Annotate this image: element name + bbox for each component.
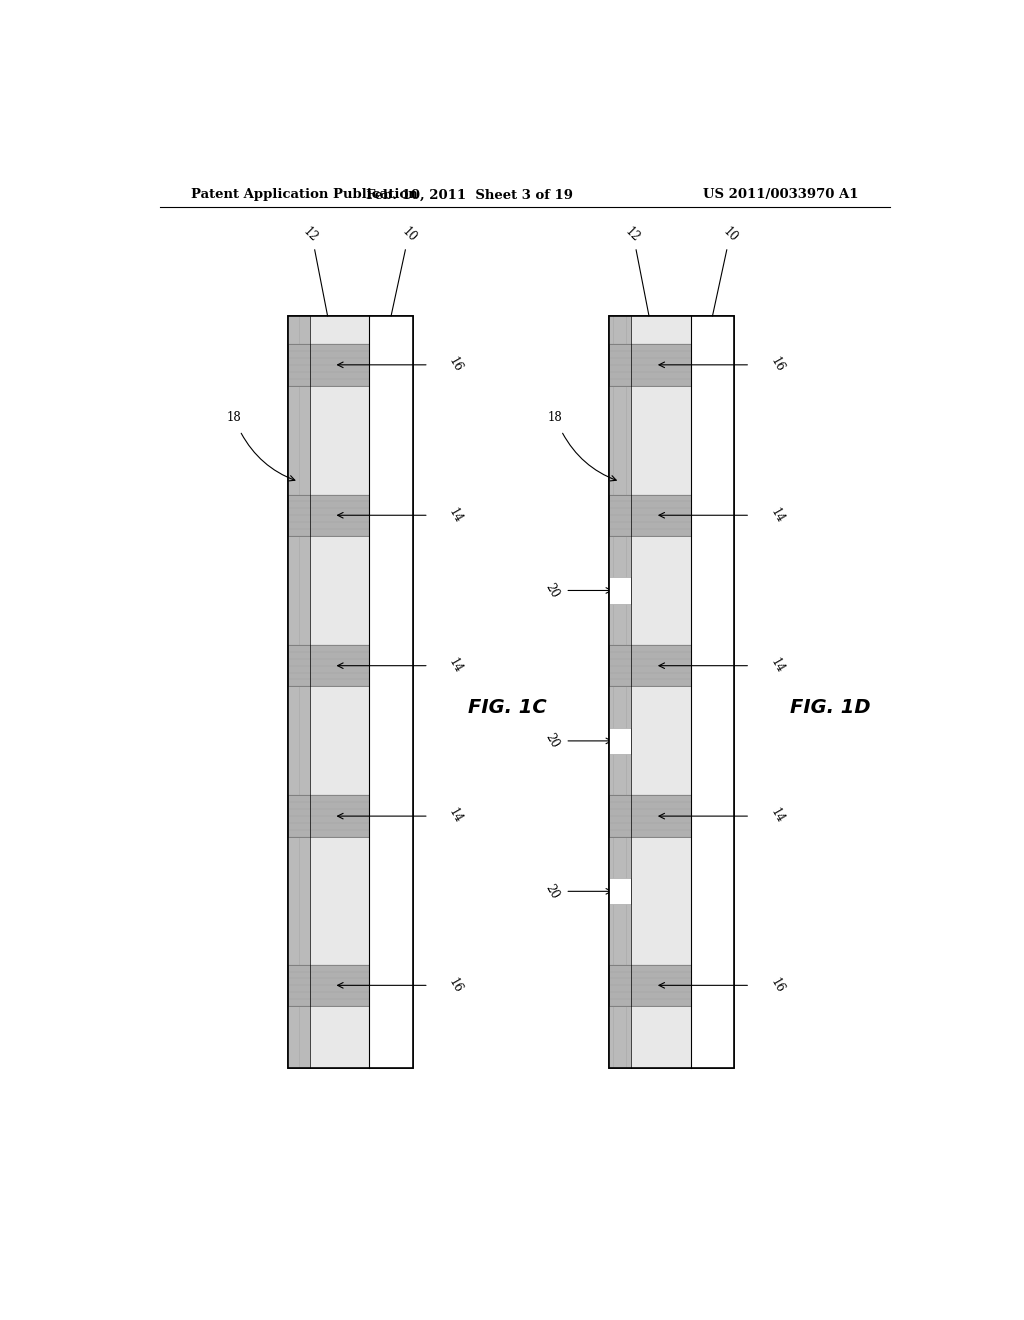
Bar <box>609 495 690 536</box>
Bar <box>631 315 690 1068</box>
Bar <box>288 796 370 837</box>
Text: 20: 20 <box>543 882 561 902</box>
Bar <box>609 315 631 1068</box>
Text: 18: 18 <box>226 411 241 424</box>
Text: 20: 20 <box>543 581 561 601</box>
Bar <box>288 965 370 1006</box>
Text: Patent Application Publication: Patent Application Publication <box>191 189 418 202</box>
Bar <box>288 645 370 686</box>
Bar <box>370 315 413 1068</box>
Text: 20: 20 <box>543 731 561 751</box>
Bar <box>609 727 631 754</box>
Text: 18: 18 <box>548 411 562 424</box>
Text: 16: 16 <box>446 975 465 995</box>
Bar <box>309 315 370 1068</box>
Text: 14: 14 <box>446 656 465 676</box>
Text: 14: 14 <box>768 506 786 525</box>
Bar <box>609 645 690 686</box>
Bar <box>609 345 690 385</box>
Bar <box>609 796 690 837</box>
Bar <box>288 345 370 385</box>
Text: Feb. 10, 2011  Sheet 3 of 19: Feb. 10, 2011 Sheet 3 of 19 <box>366 189 572 202</box>
Text: 12: 12 <box>301 226 321 244</box>
Text: US 2011/0033970 A1: US 2011/0033970 A1 <box>702 189 858 202</box>
Bar <box>609 315 734 1068</box>
Bar <box>609 965 690 1006</box>
Text: 16: 16 <box>446 355 465 375</box>
Text: 16: 16 <box>768 975 786 995</box>
Text: FIG. 1D: FIG. 1D <box>790 697 870 717</box>
Text: 14: 14 <box>446 807 465 826</box>
Bar <box>288 495 370 536</box>
Text: 14: 14 <box>446 506 465 525</box>
Text: 14: 14 <box>768 807 786 826</box>
Bar <box>609 577 631 603</box>
Bar <box>690 315 734 1068</box>
Text: 10: 10 <box>721 226 740 244</box>
Bar <box>288 315 413 1068</box>
Text: 16: 16 <box>768 355 786 375</box>
Text: 14: 14 <box>768 656 786 676</box>
Text: 12: 12 <box>623 226 642 244</box>
Text: 10: 10 <box>399 226 419 244</box>
Bar <box>288 315 309 1068</box>
Text: FIG. 1C: FIG. 1C <box>468 697 547 717</box>
Bar <box>609 878 631 904</box>
Bar <box>288 315 413 1068</box>
Bar <box>609 315 734 1068</box>
